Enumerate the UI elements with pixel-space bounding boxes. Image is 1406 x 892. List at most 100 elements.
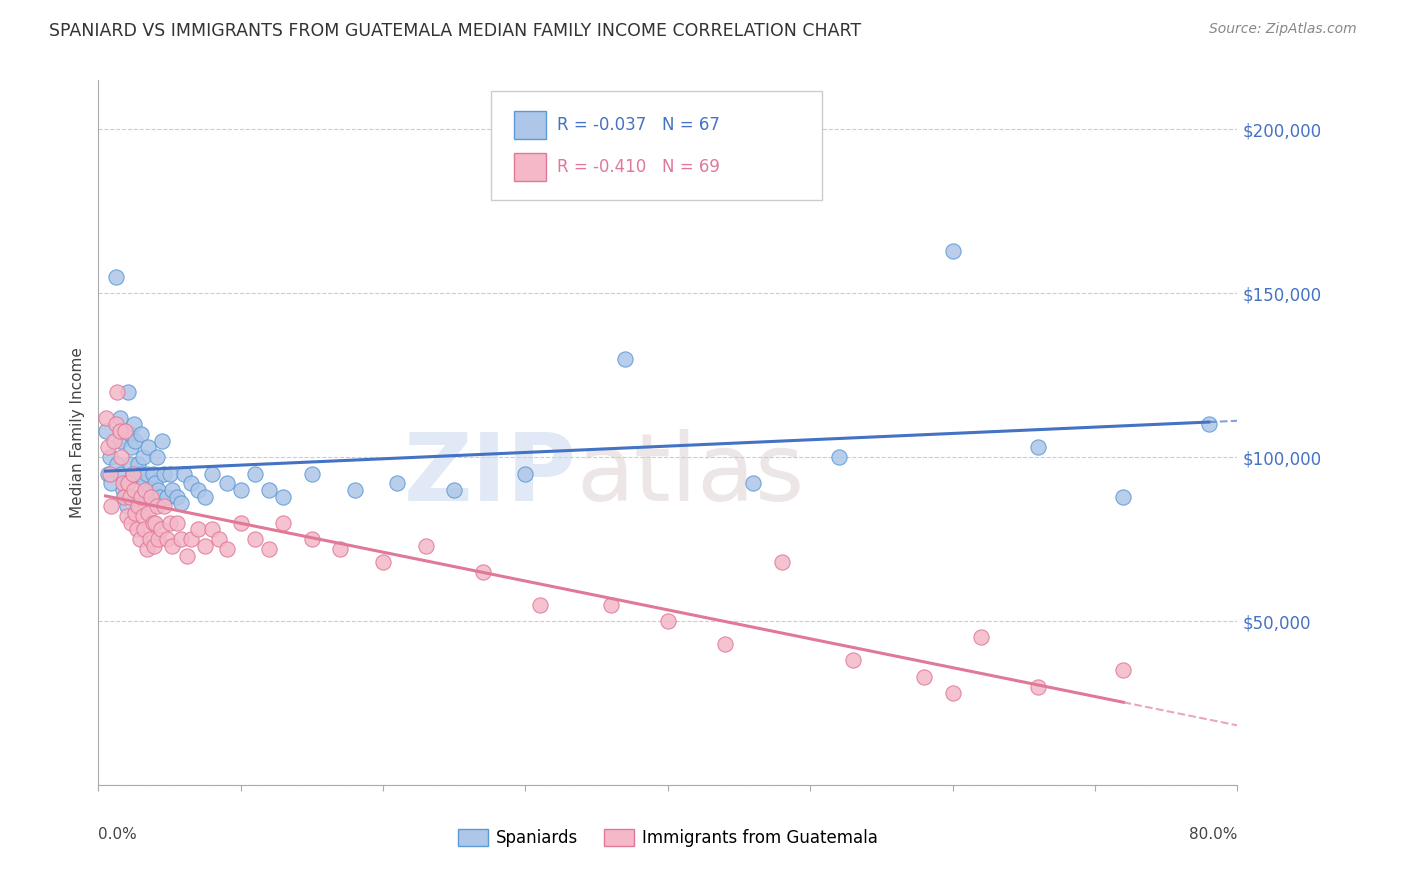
Point xyxy=(115,509,138,524)
Point xyxy=(115,500,138,514)
Point xyxy=(912,670,935,684)
Point xyxy=(131,450,153,465)
Point xyxy=(129,427,152,442)
Point xyxy=(146,450,169,465)
Point xyxy=(136,441,159,455)
Point xyxy=(170,496,193,510)
Point xyxy=(138,483,160,497)
Point xyxy=(120,441,142,455)
Point xyxy=(145,516,167,530)
Point xyxy=(273,516,295,530)
Point xyxy=(139,490,162,504)
Text: SPANIARD VS IMMIGRANTS FROM GUATEMALA MEDIAN FAMILY INCOME CORRELATION CHART: SPANIARD VS IMMIGRANTS FROM GUATEMALA ME… xyxy=(49,22,862,40)
Text: R = -0.410   N = 69: R = -0.410 N = 69 xyxy=(557,158,720,176)
Point xyxy=(115,476,138,491)
Y-axis label: Median Family Income: Median Family Income xyxy=(70,347,86,518)
Point xyxy=(156,490,179,504)
Point xyxy=(842,653,865,667)
Point xyxy=(112,490,135,504)
Point xyxy=(128,500,150,514)
Point xyxy=(122,483,145,497)
Point xyxy=(142,539,165,553)
Point xyxy=(98,450,121,465)
Point xyxy=(132,476,155,491)
FancyBboxPatch shape xyxy=(515,111,546,139)
Point xyxy=(129,490,152,504)
Point xyxy=(111,483,134,497)
Point xyxy=(187,483,209,497)
Point xyxy=(124,506,146,520)
Point xyxy=(329,541,352,556)
Point xyxy=(105,384,128,399)
Point xyxy=(121,467,143,481)
Point xyxy=(828,450,851,465)
Point xyxy=(131,509,153,524)
Point xyxy=(1026,680,1049,694)
Point xyxy=(301,532,323,546)
Point xyxy=(117,384,139,399)
Point xyxy=(138,532,160,546)
Point xyxy=(208,532,231,546)
Point xyxy=(141,467,163,481)
Point xyxy=(215,541,238,556)
Point xyxy=(124,434,146,448)
Point xyxy=(148,483,170,497)
Point xyxy=(970,631,993,645)
Point xyxy=(127,490,149,504)
Point xyxy=(215,476,238,491)
Point xyxy=(135,467,157,481)
Point xyxy=(229,483,252,497)
Point xyxy=(98,467,121,481)
Point xyxy=(103,434,125,448)
Point xyxy=(104,269,127,284)
Point xyxy=(97,441,120,455)
Point xyxy=(343,483,366,497)
Point xyxy=(134,490,156,504)
Point xyxy=(387,476,409,491)
Point xyxy=(176,549,198,563)
Point xyxy=(166,490,188,504)
Point xyxy=(770,555,793,569)
Point xyxy=(187,522,209,536)
Point xyxy=(166,516,188,530)
Point xyxy=(134,483,156,497)
Point xyxy=(112,490,135,504)
Point xyxy=(135,541,157,556)
Point xyxy=(127,457,149,471)
Point xyxy=(229,516,252,530)
Point xyxy=(118,457,141,471)
Point xyxy=(162,539,184,553)
Text: Source: ZipAtlas.com: Source: ZipAtlas.com xyxy=(1209,22,1357,37)
Point xyxy=(136,506,159,520)
Point xyxy=(194,539,217,553)
Legend: Spaniards, Immigrants from Guatemala: Spaniards, Immigrants from Guatemala xyxy=(451,822,884,855)
Point xyxy=(529,598,551,612)
Point xyxy=(1112,490,1135,504)
Point xyxy=(139,490,162,504)
Point xyxy=(657,614,679,628)
Point xyxy=(148,532,170,546)
Point xyxy=(259,483,281,497)
Point xyxy=(180,476,202,491)
Point xyxy=(127,500,149,514)
Point xyxy=(194,490,217,504)
Point xyxy=(110,450,132,465)
Point xyxy=(104,417,127,432)
Point xyxy=(515,467,537,481)
Point xyxy=(301,467,323,481)
Point xyxy=(100,476,122,491)
Point xyxy=(273,490,295,504)
Point xyxy=(942,244,965,258)
Text: R = -0.037   N = 67: R = -0.037 N = 67 xyxy=(557,116,720,134)
Point xyxy=(180,532,202,546)
Point xyxy=(156,532,179,546)
Point xyxy=(122,417,145,432)
Text: 0.0%: 0.0% xyxy=(98,827,138,842)
Point xyxy=(162,483,184,497)
Point xyxy=(942,686,965,700)
Point xyxy=(100,500,122,514)
Point xyxy=(243,467,266,481)
Point xyxy=(259,541,281,556)
Point xyxy=(114,424,136,438)
Point xyxy=(146,500,169,514)
